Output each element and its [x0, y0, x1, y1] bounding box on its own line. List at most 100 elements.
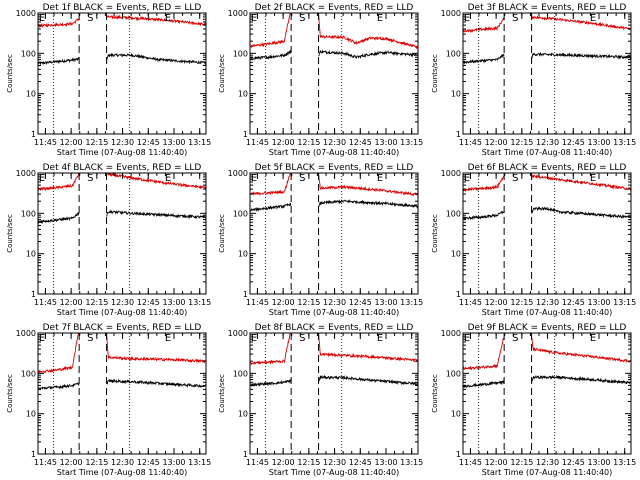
events-line-seg2 — [531, 51, 631, 60]
y-tick-label: 1 — [456, 130, 461, 139]
plot-area — [463, 15, 631, 65]
plot-area — [463, 336, 631, 389]
lld-line-seg1 — [463, 337, 505, 371]
x-tick-label: 12:30 — [536, 138, 559, 147]
y-tick-label: 1 — [31, 450, 36, 459]
x-tick-label: 11:45 — [459, 298, 482, 307]
y-tick-label: 100 — [446, 209, 461, 218]
y-tick-label: 1000 — [228, 329, 248, 338]
events-line-seg2 — [318, 49, 418, 60]
x-tick-label: 12:45 — [562, 458, 585, 467]
lld-line-seg1 — [38, 333, 80, 374]
x-tick-label: 13:15 — [188, 458, 211, 467]
lld-line-seg1 — [463, 175, 505, 193]
plot-frame — [249, 332, 419, 455]
y-tick-label: 1000 — [16, 329, 36, 338]
marker-e-end: E — [590, 13, 596, 24]
y-axis-label: Counts/sec — [218, 374, 226, 413]
x-tick-label: 13:15 — [613, 138, 636, 147]
plot-area — [250, 333, 418, 387]
y-tick-label: 1000 — [441, 329, 461, 338]
y-axis-label: Counts/sec — [6, 54, 14, 93]
y-tick-label: 10 — [238, 250, 248, 259]
y-tick-label: 1000 — [16, 9, 36, 18]
x-tick-label: 12:15 — [510, 138, 533, 147]
y-tick-label: 10 — [26, 250, 36, 259]
marker-e-end: E — [377, 333, 383, 344]
events-line-seg2 — [106, 209, 206, 220]
y-tick-label: 100 — [233, 369, 248, 378]
x-tick-label: 12:30 — [323, 298, 346, 307]
x-tick-label: 13:15 — [613, 298, 636, 307]
x-tick-label: 12:30 — [536, 298, 559, 307]
panel-title: Det 7f BLACK = Events, RED = LLD — [43, 323, 202, 333]
lld-line-seg2 — [531, 15, 631, 31]
events-line-seg1 — [463, 210, 505, 221]
plot-frame — [37, 12, 207, 135]
x-tick-label: 12:00 — [272, 138, 295, 147]
events-line-seg1 — [250, 49, 292, 61]
x-tick-label: 12:45 — [137, 458, 160, 467]
events-line-seg1 — [463, 379, 505, 389]
lld-line-seg2 — [531, 336, 631, 364]
y-tick-label: 10 — [238, 410, 248, 419]
x-tick-label: 12:15 — [297, 458, 320, 467]
plot-area — [38, 14, 206, 66]
marker-s: S — [299, 333, 305, 344]
marker-s: S — [87, 13, 93, 24]
events-line-seg1 — [38, 382, 80, 391]
x-tick-label: 13:00 — [162, 138, 185, 147]
lld-line-seg2 — [531, 174, 631, 192]
events-line-seg1 — [250, 378, 292, 387]
x-tick-label: 13:15 — [188, 298, 211, 307]
y-tick-label: 1 — [243, 130, 248, 139]
marker-s: S — [87, 173, 93, 184]
events-line-seg2 — [531, 206, 631, 219]
marker-e-start: E — [251, 333, 257, 344]
x-axis-label: Start Time (07-Aug-08 11:40:40) — [269, 308, 400, 317]
x-tick-label: 12:45 — [137, 298, 160, 307]
y-tick-label: 1 — [31, 130, 36, 139]
x-tick-label: 11:45 — [246, 298, 269, 307]
marker-e-start: E — [39, 173, 45, 184]
x-tick-label: 12:45 — [349, 138, 372, 147]
y-tick-label: 1 — [243, 450, 248, 459]
y-tick-label: 1000 — [228, 9, 248, 18]
lld-line-seg2 — [318, 13, 418, 50]
marker-e-end: E — [377, 13, 383, 24]
lld-line-seg1 — [250, 333, 292, 366]
x-axis-label: Start Time (07-Aug-08 11:40:40) — [482, 148, 613, 157]
events-line-seg2 — [531, 374, 631, 385]
x-tick-label: 13:00 — [374, 458, 397, 467]
marker-s: S — [87, 333, 93, 344]
y-tick-label: 10 — [451, 90, 461, 99]
x-tick-label: 13:15 — [188, 138, 211, 147]
x-tick-label: 12:00 — [60, 138, 83, 147]
lld-line-seg1 — [463, 17, 505, 34]
marker-e-start: E — [251, 13, 257, 24]
x-tick-label: 12:15 — [85, 138, 108, 147]
y-tick-label: 1000 — [228, 169, 248, 178]
events-line-seg1 — [463, 53, 505, 65]
panel-title: Det 8f BLACK = Events, RED = LLD — [255, 323, 414, 333]
x-tick-label: 12:00 — [485, 138, 508, 147]
x-tick-label: 12:30 — [536, 458, 559, 467]
y-tick-label: 100 — [21, 369, 36, 378]
y-tick-label: 10 — [26, 90, 36, 99]
x-axis-label: Start Time (07-Aug-08 11:40:40) — [482, 468, 613, 477]
x-tick-label: 11:45 — [34, 138, 57, 147]
x-axis-label: Start Time (07-Aug-08 11:40:40) — [269, 148, 400, 157]
x-tick-label: 12:45 — [349, 298, 372, 307]
x-tick-label: 12:30 — [111, 138, 134, 147]
marker-e-end: E — [165, 333, 171, 344]
y-tick-label: 1 — [456, 290, 461, 299]
marker-s: S — [512, 173, 518, 184]
events-line-seg1 — [38, 56, 80, 66]
plot-area — [250, 13, 418, 61]
